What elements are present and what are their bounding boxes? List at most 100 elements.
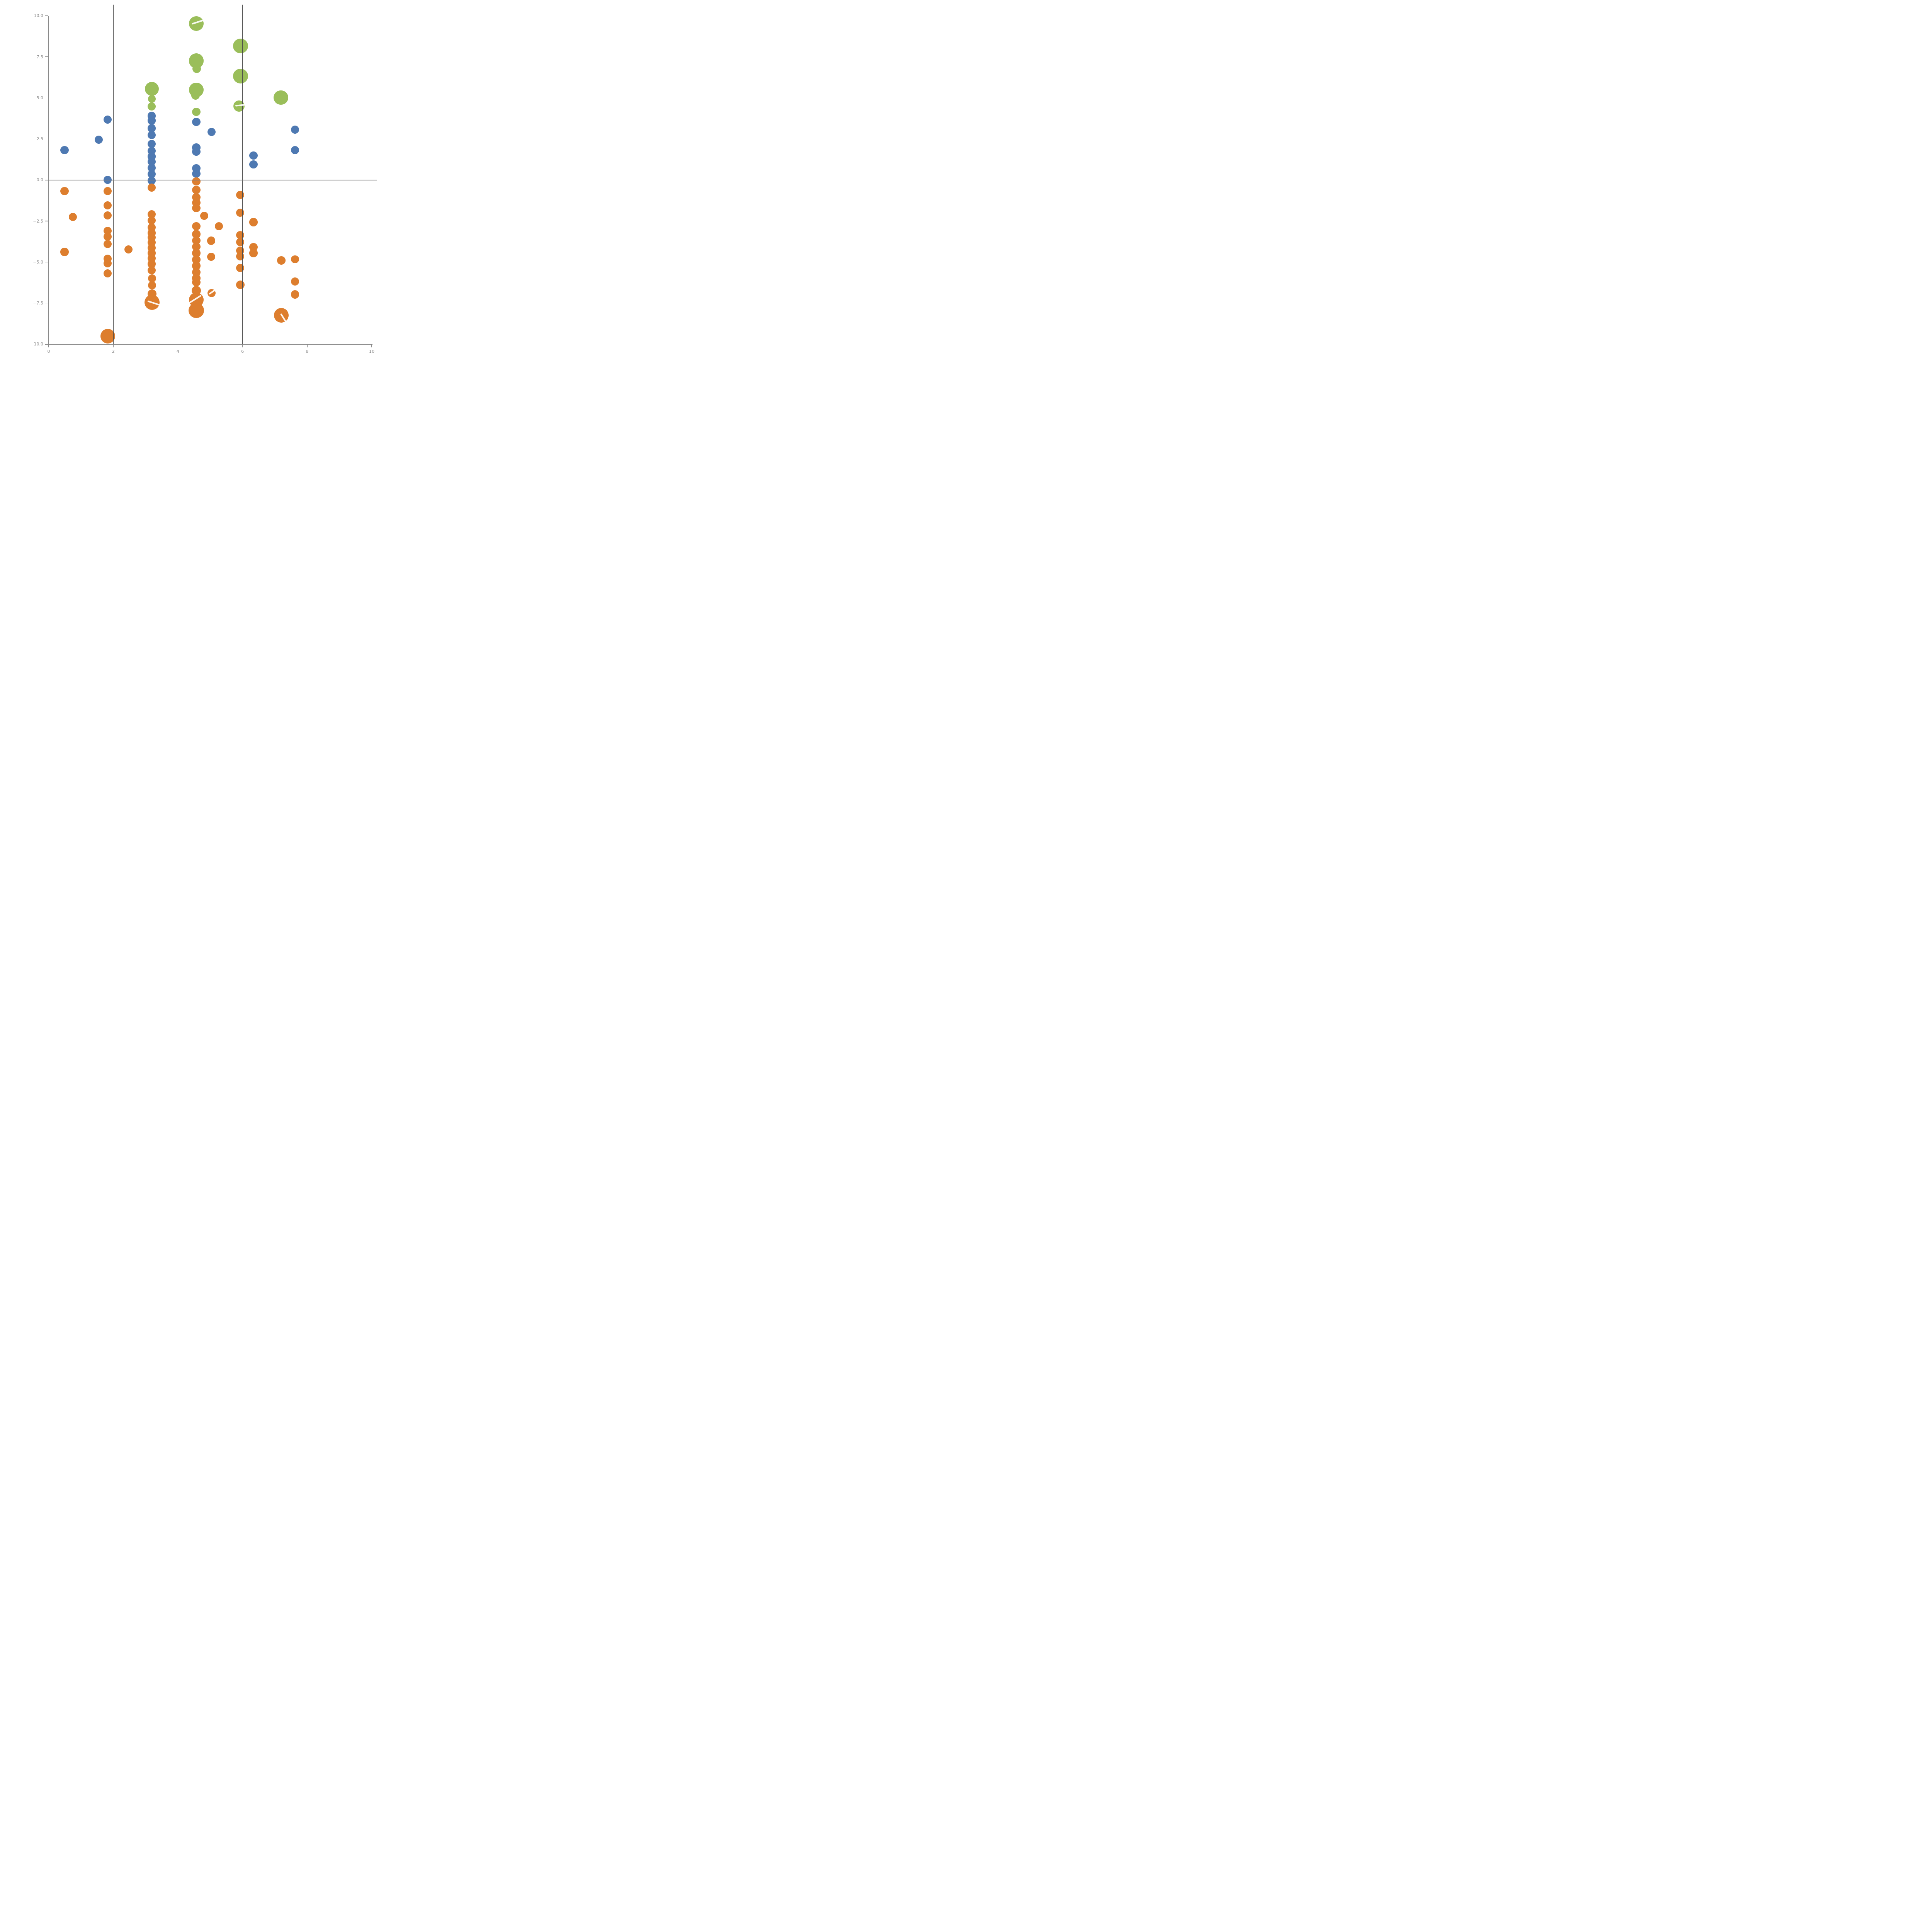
data-point-green — [233, 38, 248, 54]
data-point-orange — [148, 216, 156, 225]
data-point-blue — [148, 139, 156, 148]
data-point-blue — [103, 116, 112, 124]
y-tick — [45, 344, 48, 345]
plot-area: 10.0 7.5 5.0 2.5 0.0 −2.5 −5.0 −7.5 −10.0 0 2 4 6 8 10 — [0, 0, 386, 386]
data-point-orange — [207, 253, 216, 261]
x-gridline — [242, 5, 243, 344]
data-point-orange — [192, 242, 201, 251]
data-point-orange — [192, 230, 201, 238]
data-point-blue — [94, 135, 103, 144]
x-tick-label: 8 — [306, 349, 309, 354]
data-point-orange — [148, 274, 156, 283]
x-tick-label: 0 — [47, 349, 50, 354]
data-point-orange — [69, 213, 77, 221]
x-tick — [48, 344, 49, 347]
data-point-blue — [60, 146, 69, 155]
data-point-orange — [148, 210, 156, 218]
data-point-blue — [291, 146, 299, 155]
y-tick-label: −5.0 — [33, 259, 43, 265]
y-tick — [45, 303, 48, 304]
data-point-orange — [207, 236, 216, 245]
data-point-orange — [189, 303, 204, 318]
x-tick-label: 4 — [176, 349, 179, 354]
data-point-orange — [277, 256, 286, 265]
data-point-orange — [214, 222, 223, 231]
data-point-orange — [103, 259, 112, 268]
data-point-orange — [192, 177, 201, 185]
y-tick-label: 0.0 — [36, 177, 44, 183]
y-tick — [45, 262, 48, 263]
data-point-orange — [192, 262, 201, 270]
data-point-orange — [236, 264, 245, 272]
data-point-orange — [60, 187, 69, 196]
data-point-green — [148, 95, 156, 103]
data-point-orange — [249, 218, 258, 226]
data-point-orange — [103, 211, 112, 219]
y-tick — [45, 15, 48, 16]
data-point-orange — [103, 240, 112, 248]
data-point-green — [148, 102, 156, 111]
y-tick-label: −10.0 — [30, 342, 43, 347]
y-tick — [45, 56, 48, 57]
data-point-blue — [148, 176, 156, 185]
data-point-orange — [192, 278, 201, 287]
data-point-orange — [200, 211, 208, 220]
x-axis-spine — [48, 344, 372, 345]
data-point-orange — [148, 266, 156, 274]
x-tick — [113, 344, 114, 347]
y-tick-label: −2.5 — [33, 218, 43, 224]
data-point-blue — [207, 128, 216, 136]
data-point-orange — [103, 187, 112, 195]
y-tick-label: 7.5 — [36, 54, 44, 60]
data-point-orange — [236, 252, 245, 261]
data-point-orange — [148, 260, 156, 268]
data-point-blue — [291, 126, 299, 134]
data-point-orange — [236, 231, 245, 239]
data-point-orange — [249, 249, 258, 257]
x-tick-label: 6 — [241, 349, 244, 354]
data-point-blue — [148, 116, 156, 125]
data-point-orange — [192, 204, 201, 213]
data-point-orange — [192, 236, 201, 245]
data-point-blue — [249, 151, 258, 160]
data-point-orange — [236, 281, 245, 289]
scatter-plot-figure: 10.0 7.5 5.0 2.5 0.0 −2.5 −5.0 −7.5 −10.0 0 2 4 6 8 10 — [0, 0, 386, 386]
data-point-orange — [291, 255, 299, 264]
data-point-orange — [148, 184, 156, 192]
y-tick-label: 2.5 — [36, 136, 44, 142]
y-tick-label: 5.0 — [36, 95, 44, 100]
y-tick — [45, 97, 48, 99]
x-tick — [307, 344, 308, 347]
data-point-orange — [291, 277, 299, 286]
data-point-blue — [192, 148, 201, 156]
y-axis-spine — [48, 15, 49, 344]
data-point-green — [191, 91, 200, 100]
data-point-blue — [148, 131, 156, 139]
data-point-orange — [103, 269, 112, 277]
data-point-blue — [148, 170, 156, 179]
x-tick — [242, 344, 243, 347]
data-point-green — [189, 16, 204, 31]
data-point-orange — [236, 191, 245, 199]
y-tick-label: −7.5 — [33, 301, 43, 306]
data-point-blue — [192, 117, 201, 126]
data-point-orange — [103, 201, 112, 210]
data-point-orange — [192, 222, 201, 231]
data-point-blue — [148, 124, 156, 133]
y-tick-label: 10.0 — [34, 13, 44, 19]
data-point-orange — [100, 328, 116, 344]
x-tick — [371, 344, 372, 347]
data-point-blue — [148, 158, 156, 166]
data-point-orange — [103, 232, 112, 241]
data-point-orange — [60, 248, 69, 256]
data-point-green — [233, 69, 248, 84]
data-point-green — [192, 108, 201, 116]
data-point-orange — [192, 186, 201, 194]
data-point-orange — [236, 238, 245, 247]
data-point-blue — [249, 160, 258, 169]
data-point-blue — [192, 170, 201, 178]
data-point-orange — [148, 281, 156, 290]
data-point-orange — [192, 249, 201, 257]
data-point-orange — [236, 209, 245, 217]
x-tick-label: 2 — [112, 349, 115, 354]
